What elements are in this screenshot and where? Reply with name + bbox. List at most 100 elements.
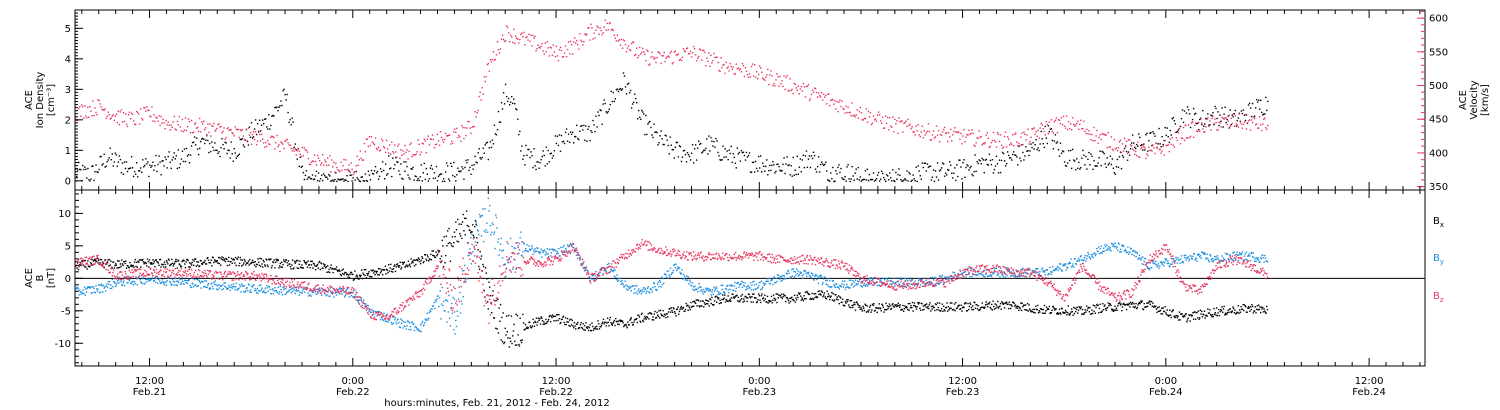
field-point-bx (400, 268, 402, 270)
velocity-point (1146, 153, 1148, 155)
field-point-by (430, 310, 432, 313)
field-point-by (448, 294, 450, 297)
field-point-bx (1241, 308, 1244, 310)
density-point (419, 176, 421, 178)
field-point-bx (391, 268, 393, 271)
density-point (104, 166, 106, 168)
field-point-bx (313, 263, 315, 265)
field-point-bx (125, 260, 127, 262)
field-point-bx (675, 315, 677, 317)
velocity-point (866, 121, 869, 123)
density-point (706, 138, 708, 140)
field-point-bx (358, 278, 360, 280)
field-point-bx (455, 221, 457, 223)
field-point-bx (1116, 309, 1118, 311)
field-point-bx (1165, 312, 1167, 314)
field-point-bx (1016, 307, 1019, 309)
density-point (673, 157, 676, 159)
density-point (1011, 159, 1013, 161)
field-point-bx (605, 325, 607, 327)
density-point (858, 179, 860, 181)
velocity-point (991, 139, 994, 142)
density-point (1230, 124, 1232, 126)
field-point-bx (352, 279, 355, 281)
field-point-bx (225, 257, 227, 260)
field-point-bx (1120, 303, 1122, 305)
field-point-bx (820, 290, 823, 292)
density-point (394, 164, 396, 166)
velocity-point (846, 111, 848, 114)
velocity-point (1143, 146, 1145, 148)
field-point-bx (1106, 306, 1109, 309)
field-point-bx (1261, 308, 1263, 310)
velocity-point (142, 119, 144, 121)
field-point-bx (859, 308, 861, 311)
velocity-point (481, 87, 483, 89)
field-point-by (585, 266, 588, 268)
density-point (652, 136, 654, 139)
velocity-point (117, 110, 120, 112)
density-point (576, 124, 578, 127)
field-point-by (129, 278, 131, 280)
field-point-by (457, 315, 459, 317)
field-point-by (104, 290, 107, 292)
field-point-bx (115, 264, 118, 266)
velocity-point (549, 46, 552, 48)
velocity-point (622, 39, 625, 41)
density-point (983, 171, 985, 174)
field-point-bx (1121, 309, 1123, 312)
velocity-point (1047, 133, 1050, 135)
field-point-by (344, 294, 347, 297)
field-point-bx (387, 272, 389, 274)
velocity-point (619, 44, 622, 46)
density-point (1081, 157, 1083, 159)
field-point-bx (785, 300, 787, 303)
field-point-bx (462, 213, 464, 216)
velocity-point (980, 135, 982, 138)
field-point-bx (1251, 305, 1254, 308)
field-point-by (133, 280, 136, 283)
density-point (912, 174, 914, 176)
velocity-point (1257, 127, 1260, 129)
density-point (604, 102, 606, 105)
field-point-bx (935, 303, 937, 306)
field-point-bx (153, 260, 155, 263)
field-point-bx (1158, 306, 1160, 308)
field-point-bx (177, 259, 179, 261)
velocity-point (954, 127, 956, 129)
density-point (286, 93, 288, 96)
velocity-point (888, 129, 890, 131)
density-point (463, 178, 465, 180)
velocity-point (105, 117, 107, 120)
density-point (278, 106, 280, 108)
velocity-point (127, 113, 130, 116)
velocity-point (315, 164, 318, 166)
density-point (697, 140, 700, 142)
field-point-by (362, 299, 365, 302)
field-point-bx (1051, 309, 1053, 312)
field-point-bx (719, 299, 721, 301)
field-point-bx (1246, 311, 1248, 313)
field-point-bx (87, 260, 89, 262)
field-point-bx (1005, 302, 1007, 305)
density-point (1093, 160, 1095, 162)
field-point-bx (835, 298, 838, 300)
density-point (917, 165, 919, 167)
field-point-by (228, 284, 230, 287)
field-point-bx (336, 269, 338, 271)
field-point-by (108, 280, 111, 283)
field-point-by (542, 251, 544, 254)
density-point (606, 112, 608, 114)
density-point (749, 171, 752, 173)
field-point-bx (690, 306, 693, 308)
field-point-bx (1125, 308, 1128, 311)
field-point-bx (671, 309, 673, 312)
density-point (1170, 134, 1172, 136)
velocity-point (1115, 147, 1118, 149)
field-point-by (381, 313, 383, 315)
field-point-bx (1176, 315, 1178, 317)
field-point-bx (1133, 303, 1135, 305)
velocity-point (543, 53, 545, 55)
velocity-point (389, 144, 391, 146)
field-point-bx (362, 273, 365, 276)
